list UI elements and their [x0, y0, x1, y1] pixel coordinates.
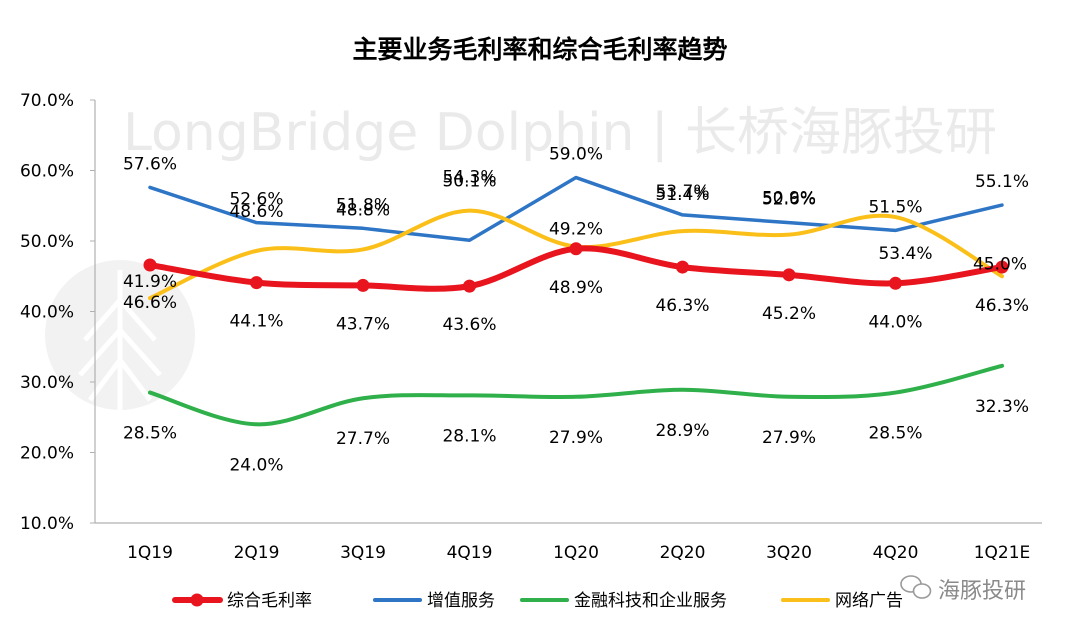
series-0-point — [676, 260, 689, 274]
data-label-series-3: 54.3% — [442, 168, 496, 188]
data-label-series-3: 50.9% — [762, 189, 816, 209]
data-label-series-0: 48.9% — [549, 278, 603, 298]
data-label-series-1: 52.6% — [762, 190, 816, 210]
dolphin-leaf-logo-icon — [45, 260, 195, 410]
data-label-series-0: 44.0% — [868, 312, 922, 332]
y-tick-label: 40.0% — [20, 303, 74, 323]
data-label-series-1: 57.6% — [123, 154, 177, 174]
wechat-icon — [900, 575, 932, 599]
data-label-series-0: 46.6% — [123, 293, 177, 313]
data-label-series-0: 43.7% — [336, 314, 390, 334]
series-layer — [143, 175, 1009, 427]
data-label-series-1: 59.0% — [549, 145, 603, 165]
data-label-series-2: 32.3% — [975, 397, 1029, 417]
x-tick-label: 4Q19 — [447, 543, 493, 563]
data-label-series-1: 52.6% — [229, 190, 283, 210]
legend-label-3: 网络广告 — [835, 591, 903, 611]
legend: 综合毛利率 增值服务 金融科技和企业服务 网络广告 — [172, 591, 903, 611]
wechat-badge-text: 海豚投研 — [938, 579, 1026, 604]
x-tick-label: 3Q19 — [340, 543, 386, 563]
series-0-point — [250, 276, 263, 290]
data-label-series-0: 46.3% — [975, 296, 1029, 316]
data-label-series-2: 28.1% — [442, 426, 496, 446]
series-0-point — [995, 260, 1009, 274]
legend-swatch-marker — [190, 593, 204, 607]
y-axis-ticks: 10.0% 20.0% 30.0% 40.0% 50.0% 60.0% 70.0% — [20, 91, 95, 534]
data-label-series-2: 24.0% — [229, 455, 283, 475]
data-label-series-2: 28.5% — [123, 424, 177, 444]
data-label-series-0: 46.3% — [655, 296, 709, 316]
y-tick-label: 70.0% — [20, 91, 74, 111]
series-0-point — [782, 268, 796, 282]
data-label-series-1: 51.5% — [868, 197, 922, 217]
data-label-series-0: 43.6% — [442, 315, 496, 335]
data-label-series-3: 48.6% — [229, 202, 283, 222]
data-label-series-0: 45.2% — [762, 304, 816, 324]
legend-label-1: 增值服务 — [427, 591, 495, 611]
background-layer: LongBridge Dolphin | 长桥海豚投研 — [45, 103, 997, 410]
data-label-series-1: 51.8% — [336, 195, 390, 215]
x-tick-label: 1Q20 — [553, 543, 599, 563]
series-line-1 — [148, 175, 1004, 243]
chart-title: 主要业务毛利率和综合毛利率趋势 — [352, 35, 727, 64]
x-tick-label: 2Q19 — [234, 543, 280, 563]
data-label-series-0: 44.1% — [229, 312, 283, 332]
legend-label-0: 综合毛利率 — [227, 591, 312, 611]
series-0-point — [356, 278, 370, 292]
x-axis-ticks: 1Q19 2Q19 3Q19 4Q19 1Q20 2Q20 3Q20 4Q20 1Q21E — [127, 543, 1030, 563]
data-label-series-2: 27.9% — [762, 428, 816, 448]
x-tick-label: 3Q20 — [766, 543, 812, 563]
data-label-series-3: 53.4% — [878, 244, 932, 264]
data-label-series-3: 49.2% — [549, 220, 603, 240]
y-tick-label: 50.0% — [20, 232, 74, 252]
data-label-layer: 46.6% 44.1% 43.7% 43.6% 48.9% 46.3% 45.2% 44.0%… — [123, 145, 1029, 476]
data-label-series-3: 51.4% — [655, 185, 709, 205]
data-label-series-2: 28.9% — [655, 421, 709, 441]
data-label-series-2: 27.7% — [336, 429, 390, 449]
data-label-series-2: 28.5% — [868, 424, 922, 444]
data-label-series-1: 55.1% — [975, 172, 1029, 192]
data-label-series-3: 45.0% — [973, 254, 1027, 274]
data-label-series-3: 41.9% — [123, 272, 177, 292]
y-tick-label: 10.0% — [20, 514, 74, 534]
legend-label-2: 金融科技和企业服务 — [574, 591, 727, 611]
series-0-point — [569, 242, 583, 256]
series-0-point — [463, 279, 476, 293]
x-tick-label: 4Q20 — [873, 543, 919, 563]
data-label-series-1: 50.1% — [442, 171, 496, 191]
series-0-point — [143, 258, 157, 272]
x-tick-label: 1Q19 — [127, 543, 173, 563]
series-line-2 — [148, 363, 1004, 427]
y-tick-label: 60.0% — [20, 162, 74, 182]
series-0-point — [889, 276, 902, 290]
x-tick-label: 2Q20 — [660, 543, 706, 563]
data-label-series-1: 53.7% — [655, 182, 709, 202]
watermark-text: LongBridge Dolphin | 长桥海豚投研 — [123, 103, 997, 163]
y-tick-label: 20.0% — [20, 444, 74, 464]
x-tick-label: 1Q21E — [974, 543, 1031, 563]
wechat-badge: 海豚投研 — [900, 575, 1026, 604]
y-tick-label: 30.0% — [20, 373, 74, 393]
data-label-series-3: 48.8% — [336, 200, 390, 220]
data-label-series-2: 27.9% — [549, 428, 603, 448]
